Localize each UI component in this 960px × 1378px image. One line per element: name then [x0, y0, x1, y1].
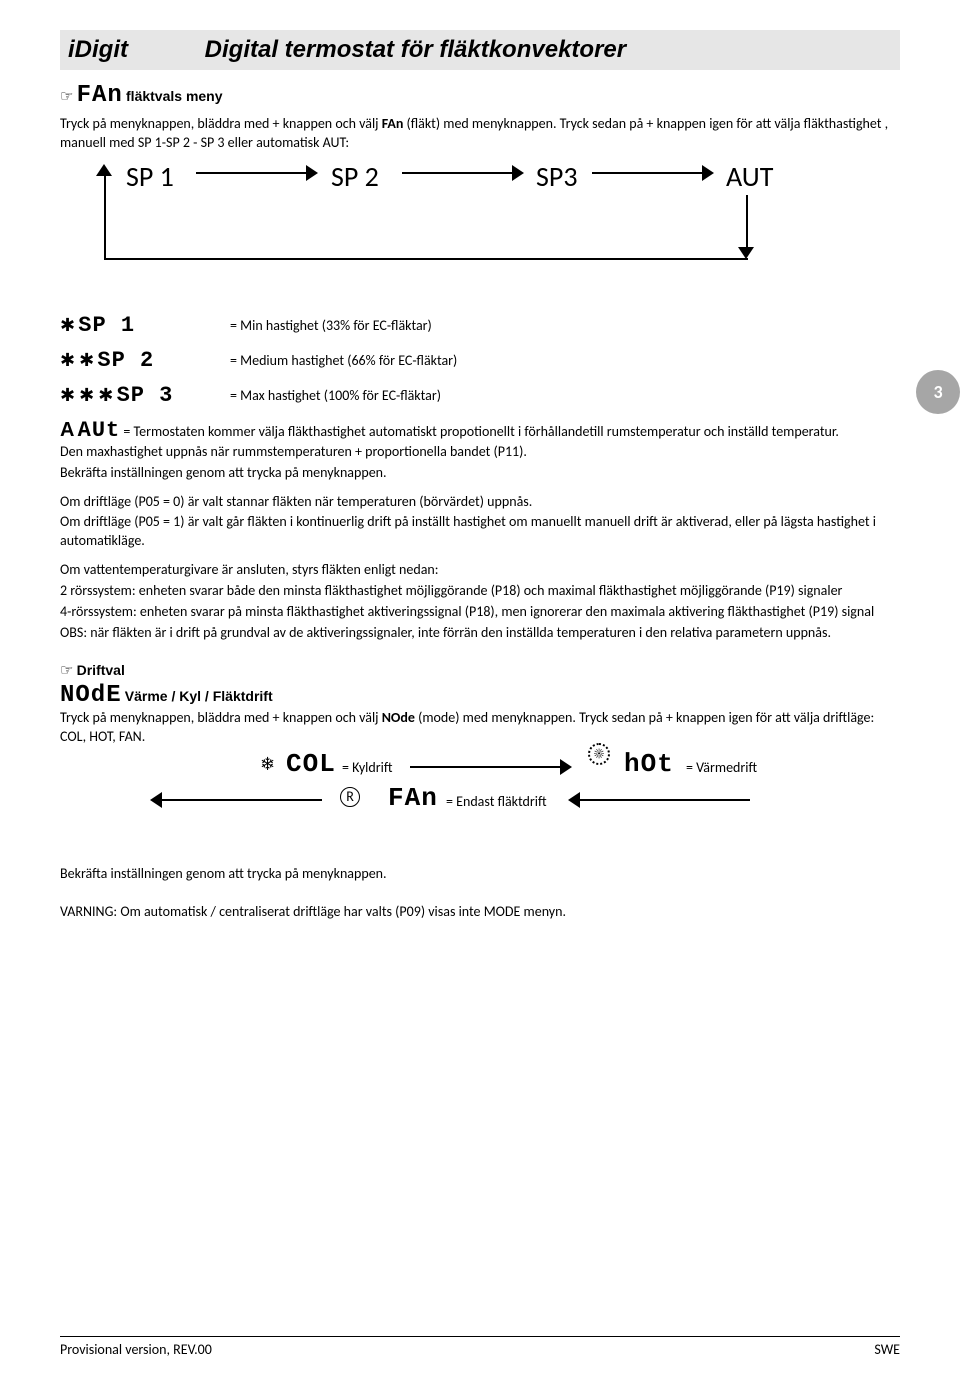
hot-desc: = Värmedrift — [686, 759, 757, 776]
col-seg: COL — [286, 749, 336, 779]
sp1-seg: SP 1 — [78, 313, 135, 338]
fan-icon: ✱ ✱ ✱ — [60, 386, 113, 404]
flow-aut: AUT — [726, 159, 773, 194]
sp1-desc: = Min hastighet (33% för EC-fläktar) — [230, 317, 432, 334]
snow-icon: ❄ — [260, 753, 275, 775]
sp3-desc: = Max hastighet (100% för EC-fläktar) — [230, 387, 441, 404]
footer-left: Provisional version, REV.00 — [60, 1341, 212, 1358]
driftval-heading: Driftval — [77, 662, 125, 678]
aut-seg: AUt — [78, 418, 121, 443]
sp2-seg: SP 2 — [97, 348, 154, 373]
confirm2: Bekräfta inställningen genom att trycka … — [60, 865, 900, 884]
fan-desc: = Endast fläktdrift — [446, 793, 547, 810]
fan-icon: ✱ — [60, 316, 75, 334]
sp3-seg: SP 3 — [117, 383, 174, 408]
fan-menu-paragraph: Tryck på menyknappen, bläddra med + knap… — [60, 115, 900, 153]
aut-desc: = Termostaten kommer välja fläkthastighe… — [123, 423, 838, 440]
para-drift0: Om driftläge (P05 = 0) är valt stannar f… — [60, 493, 900, 512]
aut-line: A AUt = Termostaten kommer välja fläktha… — [60, 418, 900, 443]
para-confirm: Bekräfta inställningen genom att trycka … — [60, 464, 900, 483]
hot-seg: hOt — [624, 749, 674, 779]
para-drift1: Om driftläge (P05 = 1) är valt går fläkt… — [60, 513, 900, 551]
warning-text: VARNING: Om automatisk / centraliserat d… — [60, 903, 900, 922]
page-number-badge: 3 — [916, 370, 960, 414]
flow-sp1: SP 1 — [126, 159, 174, 194]
para-water2: 2 rörssystem: enheten svarar både den mi… — [60, 582, 900, 601]
col-desc: = Kyldrift — [342, 759, 392, 776]
hand-icon: ☞ — [60, 88, 73, 106]
page-footer: Provisional version, REV.00 SWE — [60, 1336, 900, 1358]
para-water1: Om vattentemperaturgivare är ansluten, s… — [60, 561, 900, 580]
aut-A: A — [60, 419, 74, 441]
mode-diagram: ❄ COL = Kyldrift ☀ hOt = Värmedrift R FA… — [140, 753, 820, 853]
fan-seg-icon: FAn — [77, 82, 123, 109]
driftval-sub: Värme / Kyl / Fläktdrift — [125, 688, 273, 704]
fan-menu-section: ☞ FAn fläktvals meny Tryck på menyknappe… — [60, 82, 900, 153]
flow-sp3: SP3 — [536, 159, 578, 194]
fan-flow-diagram: SP 1 SP 2 SP3 AUT — [86, 167, 786, 287]
flow-sp2: SP 2 — [331, 159, 379, 194]
speed1-line: ✱ SP 1 = Min hastighet (33% för EC-fläkt… — [60, 313, 900, 338]
driftval-section: ☞ Driftval NOdE Värme / Kyl / Fläktdrift… — [60, 661, 900, 747]
speed2-line: ✱ ✱ SP 2 = Medium hastighet (66% för EC-… — [60, 348, 900, 373]
speed3-line: ✱ ✱ ✱ SP 3 = Max hastighet (100% för EC-… — [60, 383, 900, 408]
fan-menu-label: fläktvals meny — [126, 88, 223, 104]
page-header: iDigit Digital termostat för fläktkonvek… — [60, 30, 900, 70]
footer-right: SWE — [874, 1341, 900, 1358]
brand-label: iDigit — [68, 36, 198, 64]
node-seg: NOdE — [60, 682, 122, 709]
hand-icon: ☞ — [60, 662, 73, 680]
para-water4: OBS: när fläkten är i drift på grundval … — [60, 624, 900, 643]
sp2-desc: = Medium hastighet (66% för EC-fläktar) — [230, 352, 457, 369]
fan-icon: ✱ ✱ — [60, 351, 94, 369]
para-water3: 4-rörssystem: enheten svarar på minsta f… — [60, 603, 900, 622]
recycle-R-icon: R — [340, 787, 360, 807]
driftval-paragraph: Tryck på menyknappen, bläddra med + knap… — [60, 709, 900, 747]
page-number-text: 3 — [933, 381, 942, 403]
para-max: Den maxhastighet uppnås när rummstempera… — [60, 443, 900, 462]
fan-seg: FAn — [388, 783, 438, 813]
header-title: Digital termostat för fläktkonvektorer — [205, 36, 626, 63]
sun-icon: ☀ — [588, 743, 610, 765]
